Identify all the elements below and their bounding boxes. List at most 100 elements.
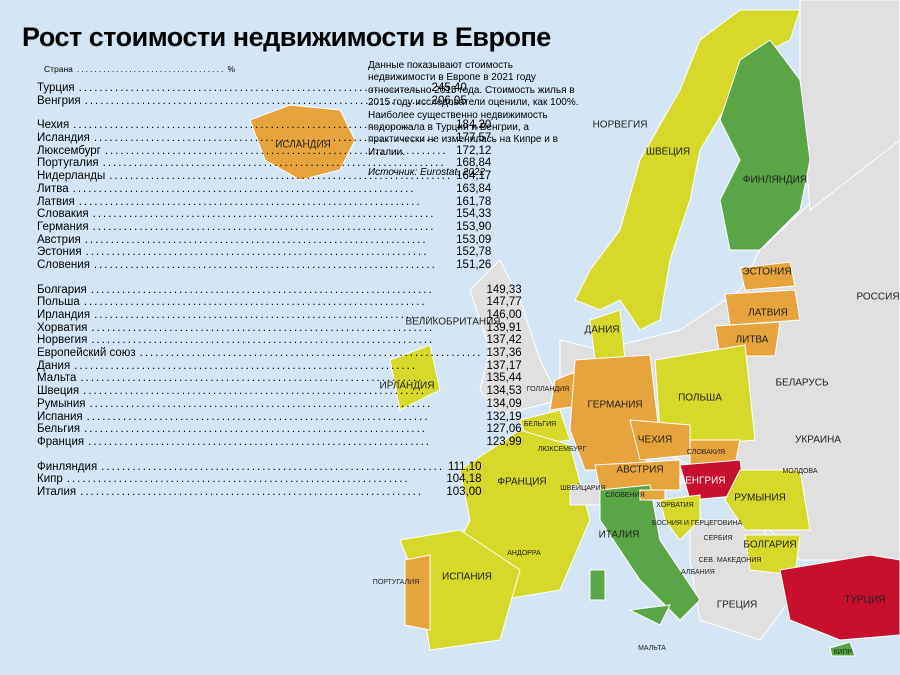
country-name: Германия [37, 220, 89, 233]
table-group: Болгария 149,33 Польша 147,77 Ирландия 146,00… [20, 284, 522, 449]
group-rows: Финляндия 111,10 Кипр 104,18 Италия 103,00 [37, 461, 482, 499]
turkey [779, 554, 900, 641]
map-label: СЛОВЕНИЯ [605, 492, 644, 499]
table-row: Нидерланды 164,17 [37, 170, 491, 183]
table-row: Исландия 177,57 [37, 132, 491, 145]
country-value: 153,09 [456, 233, 492, 246]
map-label: РОССИЯ [856, 292, 899, 303]
dot-leader [84, 296, 483, 308]
dot-leader [140, 347, 483, 359]
russia-north [799, 0, 900, 211]
table-row: Словакия 154,33 [37, 208, 491, 221]
table-row: Италия 103,00 [37, 486, 482, 499]
table-row: Чехия 184,20 [37, 119, 491, 132]
map-label: ФИНЛЯНДИЯ [743, 175, 807, 186]
country-name: Швеция [37, 385, 80, 398]
dot-leader [88, 436, 482, 448]
table-row: Латвия 161,78 [37, 196, 491, 209]
table-row: Дания 137,17 [37, 360, 522, 373]
map-label: АНДОРРА [507, 550, 541, 557]
dot-leader [85, 234, 452, 246]
dot-leader [73, 183, 453, 195]
country-value: 164,17 [456, 170, 492, 183]
country-value: 151,26 [456, 258, 492, 271]
country-value: 161,78 [456, 195, 492, 208]
map-label: РУМЫНИЯ [734, 493, 786, 504]
country-name: Норвегия [37, 334, 88, 347]
country-name: Венгрия [37, 94, 81, 107]
map-label: МАЛЬТА [638, 645, 666, 652]
title: Рост стоимости недвижимости в Европе [22, 22, 551, 52]
map-label: НОРВЕГИЯ [593, 120, 648, 131]
table-row: Португалия 168,84 [37, 157, 491, 170]
country-value: 123,99 [486, 435, 522, 448]
table-row: Норвегия 137,42 [37, 334, 522, 347]
map-label: ЧЕХИЯ [638, 435, 672, 446]
country-name: Бельгия [37, 423, 81, 436]
map-label: ИТАЛИЯ [599, 530, 640, 541]
map-label: ЛИТВА [736, 335, 769, 346]
dot-leader [101, 461, 444, 473]
latvia [724, 289, 801, 326]
description: Данные показывают стоимость недвижимости… [368, 60, 583, 180]
country-name: Кипр [37, 473, 63, 486]
table-row: Венгрия 206,05 [37, 95, 467, 108]
group-rows: Турция 245,40 Венгрия 206,05 [37, 82, 467, 107]
dot-leader [93, 221, 453, 233]
dot-leader [94, 309, 482, 321]
country-value: 172,12 [456, 144, 492, 157]
table-group: Чехия 184,20 Исландия 177,57 Люксембург 172,1… [20, 119, 491, 271]
dot-leader [91, 284, 483, 296]
map-label: УКРАИНА [795, 435, 841, 446]
country-name: Дания [37, 359, 71, 372]
table-row: Румыния 134,09 [37, 398, 522, 411]
map-label: СЛОВАКИЯ [687, 449, 725, 456]
romania [724, 469, 811, 531]
country-value: 245,40 [431, 82, 467, 94]
country-value: 104,18 [446, 473, 482, 486]
finland [719, 39, 811, 251]
dot-leader [74, 360, 482, 372]
dot-leader [80, 486, 442, 498]
description-text: Данные показывают стоимость недвижимости… [368, 60, 579, 109]
dot-leader [93, 208, 453, 220]
group-rows: Болгария 149,33 Польша 147,77 Ирландия 146,00… [37, 284, 522, 449]
dot-leader [91, 334, 482, 346]
table-row: Испания 132,19 [37, 411, 522, 424]
table-group: Финляндия 111,10 Кипр 104,18 Италия 103,00 [20, 461, 482, 499]
country-name: Турция [37, 82, 75, 94]
country-value: 154,33 [456, 208, 492, 221]
land [249, 0, 900, 657]
portugal [404, 554, 431, 631]
country-value: 103,00 [446, 485, 482, 498]
map-label: ЭСТОНИЯ [742, 267, 791, 278]
country-name: Польша [37, 296, 80, 309]
sardinia [589, 569, 606, 601]
country-value: 135,44 [486, 372, 522, 385]
map-label: СЕРБИЯ [703, 535, 732, 542]
map-label: ХОРВАТИЯ [656, 502, 693, 509]
country-name: Хорватия [37, 321, 88, 334]
country-name: Литва [37, 182, 69, 195]
dot-leader [89, 398, 482, 410]
sicily [628, 604, 671, 626]
country-name: Финляндия [37, 460, 98, 473]
table-row: Франция 123,99 [37, 436, 522, 449]
country-name: Мальта [37, 372, 77, 385]
country-value: 111,10 [448, 460, 482, 473]
table-row: Мальта 135,44 [37, 372, 522, 385]
map-label: ЛЮКСЕМБУРГ [538, 446, 587, 453]
dot-leader [79, 196, 452, 208]
table-row: Бельгия 127,06 [37, 423, 522, 436]
country-name: Эстония [37, 246, 82, 259]
table-row: Литва 163,84 [37, 183, 491, 196]
country-name: Испания [37, 410, 83, 423]
country-value: 177,57 [456, 132, 492, 145]
country-value: 137,17 [486, 359, 522, 372]
map-label: БЕЛАРУСЬ [775, 378, 828, 389]
country-value: 134,53 [486, 385, 522, 398]
cyprus [829, 641, 856, 657]
country-value: 146,00 [486, 309, 522, 321]
